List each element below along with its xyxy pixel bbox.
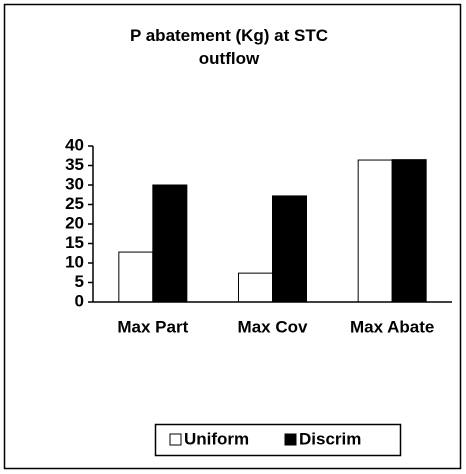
bar: [357, 159, 393, 303]
bar: [118, 251, 154, 303]
y-tick-label: 20: [65, 213, 84, 232]
y-tick-label: 15: [65, 233, 84, 252]
y-tick-label: 0: [75, 291, 84, 310]
x-tick-label: Max Part: [117, 317, 188, 336]
legend-label: Discrim: [299, 429, 361, 448]
y-tick-label: 5: [75, 272, 84, 291]
x-tick-label: Max Abate: [350, 317, 434, 336]
y-tick-label: 10: [65, 252, 84, 271]
y-tick-label: 40: [65, 135, 84, 154]
bar: [272, 195, 307, 303]
chart-title: P abatement (Kg) at STC outflow: [129, 26, 329, 68]
y-tick-label: 35: [65, 155, 84, 174]
y-tick-label: 30: [65, 174, 84, 193]
legend-box: [154, 423, 402, 457]
legend-label: Uniform: [184, 429, 249, 448]
bar: [238, 272, 273, 303]
y-tick-label: 25: [65, 194, 84, 213]
bar: [152, 184, 188, 303]
legend-swatch: [169, 433, 182, 446]
legend-swatch: [284, 433, 297, 446]
bar: [391, 159, 427, 303]
x-tick-label: Max Cov: [238, 317, 308, 336]
